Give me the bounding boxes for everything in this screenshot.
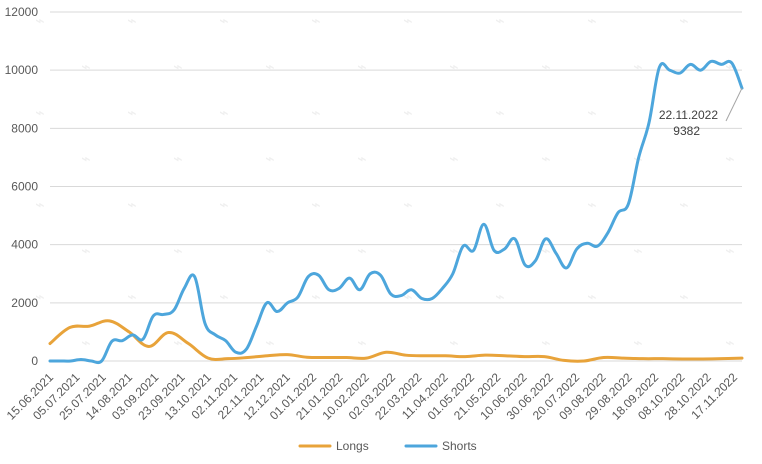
watermark-icon: ⌁ <box>541 149 551 168</box>
watermark-icon: ⌁ <box>541 241 551 260</box>
watermark-icon: ⌁ <box>357 57 367 76</box>
watermark-icon: ⌁ <box>311 195 321 214</box>
watermark-icon: ⌁ <box>219 195 229 214</box>
shorts-series-line <box>48 59 744 365</box>
watermark-icon: ⌁ <box>449 57 459 76</box>
watermark-icon: ⌁ <box>173 241 183 260</box>
watermark-icon: ⌁ <box>357 149 367 168</box>
watermark-icon: ⌁ <box>311 287 321 306</box>
watermark-icon: ⌁ <box>265 333 275 352</box>
watermark-icon: ⌁ <box>403 287 413 306</box>
watermark-icon: ⌁ <box>311 103 321 122</box>
y-tick-label: 2000 <box>11 296 38 310</box>
watermark-icon: ⌁ <box>127 195 137 214</box>
watermark-icon: ⌁ <box>127 287 137 306</box>
watermark-icon: ⌁ <box>81 241 91 260</box>
watermark-icon: ⌁ <box>127 11 137 30</box>
watermark-icon: ⌁ <box>173 149 183 168</box>
watermark-icon: ⌁ <box>127 103 137 122</box>
gridlines <box>50 11 742 362</box>
y-tick-label: 10000 <box>5 63 39 77</box>
watermark-icon: ⌁ <box>679 287 689 306</box>
watermark-icon: ⌁ <box>541 333 551 352</box>
y-axis: 0 2000 4000 6000 8000 10000 12000 <box>5 5 39 368</box>
annotation-layer: 22.11.2022 9382 <box>659 87 743 138</box>
watermark-icon: ⌁ <box>725 241 735 260</box>
watermark-icon: ⌁ <box>725 333 735 352</box>
watermark-icon: ⌁ <box>679 195 689 214</box>
watermark-icon: ⌁ <box>265 57 275 76</box>
y-tick-label: 4000 <box>11 238 38 252</box>
legend: Longs Shorts <box>298 439 477 453</box>
watermark-icon: ⌁ <box>495 11 505 30</box>
y-tick-label: 6000 <box>11 180 38 194</box>
watermark-icon: ⌁ <box>35 287 45 306</box>
watermark-icon: ⌁ <box>587 287 597 306</box>
watermark-icon: ⌁ <box>35 195 45 214</box>
watermark-icon: ⌁ <box>633 57 643 76</box>
watermark-icon: ⌁ <box>495 103 505 122</box>
watermark-icon: ⌁ <box>449 241 459 260</box>
watermark-icon: ⌁ <box>679 103 689 122</box>
y-tick-label: 8000 <box>11 121 38 135</box>
shorts-legend-label: Shorts <box>442 439 477 453</box>
watermark-icon: ⌁ <box>81 149 91 168</box>
watermark-icon: ⌁ <box>219 11 229 30</box>
annotation-value: 9382 <box>673 124 700 138</box>
watermark-icon: ⌁ <box>449 149 459 168</box>
watermark-icon: ⌁ <box>587 103 597 122</box>
watermark-icon: ⌁ <box>449 333 459 352</box>
annotation-date: 22.11.2022 <box>659 108 718 122</box>
watermark-pattern: ⌁ ⌁ ⌁ ⌁ ⌁ ⌁ ⌁ ⌁ ⌁ ⌁ ⌁ ⌁ ⌁ ⌁ ⌁ ⌁ ⌁ ⌁ ⌁ ⌁ ⌁ ⌁ ⌁ ⌁ ⌁ ⌁ ⌁ ⌁ ⌁ ⌁ ⌁ ⌁ ⌁ ⌁ ⌁ ⌁ ⌁ ⌁ ⌁ ⌁… <box>35 11 735 352</box>
watermark-icon: ⌁ <box>35 11 45 30</box>
watermark-icon: ⌁ <box>679 11 689 30</box>
watermark-icon: ⌁ <box>219 287 229 306</box>
watermark-icon: ⌁ <box>403 103 413 122</box>
watermark-icon: ⌁ <box>173 57 183 76</box>
x-axis: 15.06.202105.07.202125.07.202114.08.2021… <box>4 370 741 423</box>
watermark-icon: ⌁ <box>81 57 91 76</box>
watermark-icon: ⌁ <box>633 333 643 352</box>
watermark-icon: ⌁ <box>725 57 735 76</box>
watermark-icon: ⌁ <box>357 333 367 352</box>
watermark-icon: ⌁ <box>357 241 367 260</box>
y-tick-label: 12000 <box>5 5 39 19</box>
watermark-icon: ⌁ <box>35 103 45 122</box>
watermark-icon: ⌁ <box>173 333 183 352</box>
annotation-leader-line <box>725 87 743 122</box>
longs-legend-label: Longs <box>336 439 369 453</box>
watermark-icon: ⌁ <box>265 149 275 168</box>
series-layer <box>48 59 744 365</box>
watermark-icon: ⌁ <box>81 333 91 352</box>
watermark-icon: ⌁ <box>495 195 505 214</box>
watermark-icon: ⌁ <box>403 195 413 214</box>
watermark-icon: ⌁ <box>541 57 551 76</box>
watermark-icon: ⌁ <box>311 11 321 30</box>
watermark-icon: ⌁ <box>633 241 643 260</box>
watermark-icon: ⌁ <box>587 11 597 30</box>
watermark-icon: ⌁ <box>219 103 229 122</box>
watermark-icon: ⌁ <box>403 11 413 30</box>
watermark-icon: ⌁ <box>725 149 735 168</box>
watermark-icon: ⌁ <box>265 241 275 260</box>
watermark-icon: ⌁ <box>495 287 505 306</box>
watermark-icon: ⌁ <box>587 195 597 214</box>
longs-series-line <box>48 319 744 363</box>
y-tick-label: 0 <box>31 354 38 368</box>
